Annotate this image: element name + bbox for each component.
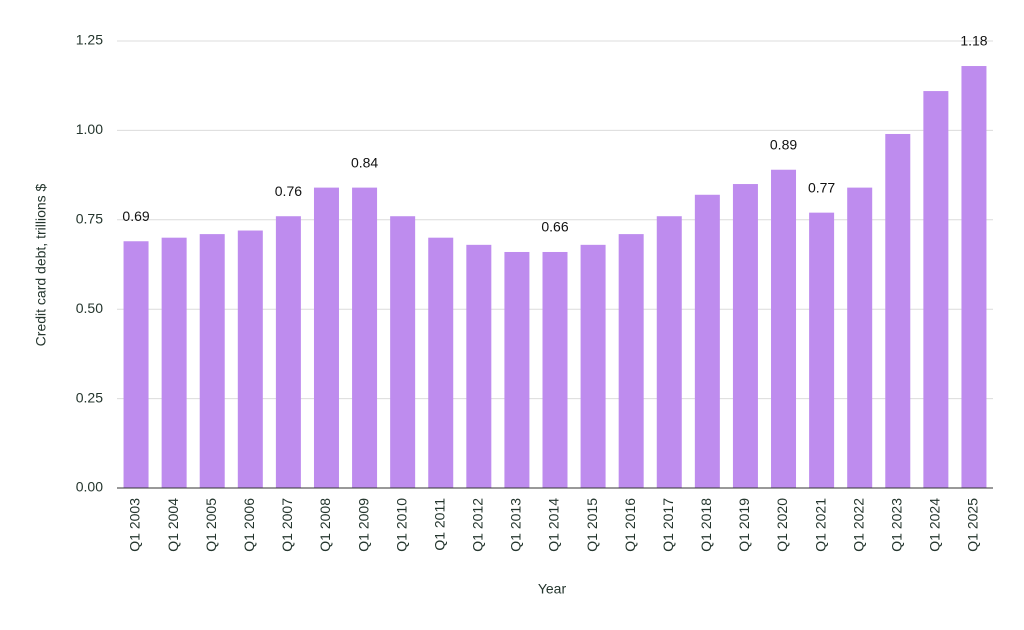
y-tick-label: 0.00 bbox=[76, 479, 103, 495]
y-tick-label: 0.25 bbox=[76, 389, 103, 405]
x-tick-label: Q1 2007 bbox=[279, 498, 295, 552]
x-tick-label: Q1 2023 bbox=[888, 498, 904, 552]
x-axis-label: Year bbox=[538, 581, 567, 597]
x-tick-label: Q1 2011 bbox=[431, 498, 447, 551]
x-tick-label: Q1 2006 bbox=[241, 498, 257, 552]
bar bbox=[732, 184, 758, 489]
bar bbox=[275, 216, 301, 488]
bar bbox=[618, 234, 644, 488]
y-tick-label: 1.25 bbox=[76, 32, 103, 48]
x-tick-label: Q1 2008 bbox=[317, 498, 333, 552]
x-tick-label: Q1 2018 bbox=[698, 498, 714, 552]
y-tick-label: 1.00 bbox=[76, 121, 103, 137]
bar bbox=[542, 251, 568, 488]
y-tick-label: 0.75 bbox=[76, 211, 103, 227]
bar bbox=[237, 230, 263, 488]
x-tick-label: Q1 2019 bbox=[736, 498, 752, 552]
bar bbox=[809, 212, 835, 488]
bar bbox=[847, 187, 873, 488]
x-tick-label: Q1 2013 bbox=[508, 498, 524, 552]
x-tick-label: Q1 2009 bbox=[355, 498, 371, 552]
bar bbox=[656, 216, 682, 488]
value-label: 0.84 bbox=[351, 154, 378, 170]
x-tick-label: Q1 2021 bbox=[812, 498, 828, 552]
x-tick-label: Q1 2017 bbox=[660, 498, 676, 552]
y-tick-label: 0.50 bbox=[76, 300, 103, 316]
bar bbox=[923, 91, 949, 489]
bar bbox=[466, 244, 492, 488]
x-tick-label: Q1 2015 bbox=[584, 498, 600, 552]
bar bbox=[504, 251, 530, 488]
x-tick-label: Q1 2016 bbox=[622, 498, 638, 552]
bar bbox=[123, 241, 149, 488]
bar bbox=[961, 66, 987, 489]
bar bbox=[694, 194, 720, 488]
value-label: 0.66 bbox=[541, 219, 568, 235]
bar bbox=[161, 237, 187, 488]
bar bbox=[428, 237, 454, 488]
x-tick-label: Q1 2012 bbox=[470, 498, 486, 552]
value-label: 0.77 bbox=[808, 179, 835, 195]
x-tick-label: Q1 2014 bbox=[546, 498, 562, 552]
bar bbox=[885, 133, 911, 488]
bar bbox=[352, 187, 378, 488]
bar bbox=[390, 216, 416, 488]
bar bbox=[771, 169, 797, 488]
x-tick-label: Q1 2025 bbox=[965, 498, 981, 552]
bar bbox=[580, 244, 606, 488]
value-label: 1.18 bbox=[960, 33, 987, 49]
value-label: 0.76 bbox=[275, 183, 302, 199]
x-tick-label: Q1 2024 bbox=[927, 498, 943, 552]
bar bbox=[313, 187, 339, 488]
bar bbox=[199, 234, 225, 488]
x-tick-label: Q1 2022 bbox=[850, 498, 866, 552]
value-label: 0.89 bbox=[770, 136, 797, 152]
y-axis-label: Credit card debt, trillions $ bbox=[33, 183, 49, 346]
x-tick-label: Q1 2010 bbox=[393, 498, 409, 552]
x-tick-label: Q1 2020 bbox=[774, 498, 790, 552]
x-tick-label: Q1 2003 bbox=[127, 498, 143, 552]
x-tick-label: Q1 2005 bbox=[203, 498, 219, 552]
value-label: 0.69 bbox=[122, 208, 149, 224]
x-tick-label: Q1 2004 bbox=[165, 498, 181, 552]
